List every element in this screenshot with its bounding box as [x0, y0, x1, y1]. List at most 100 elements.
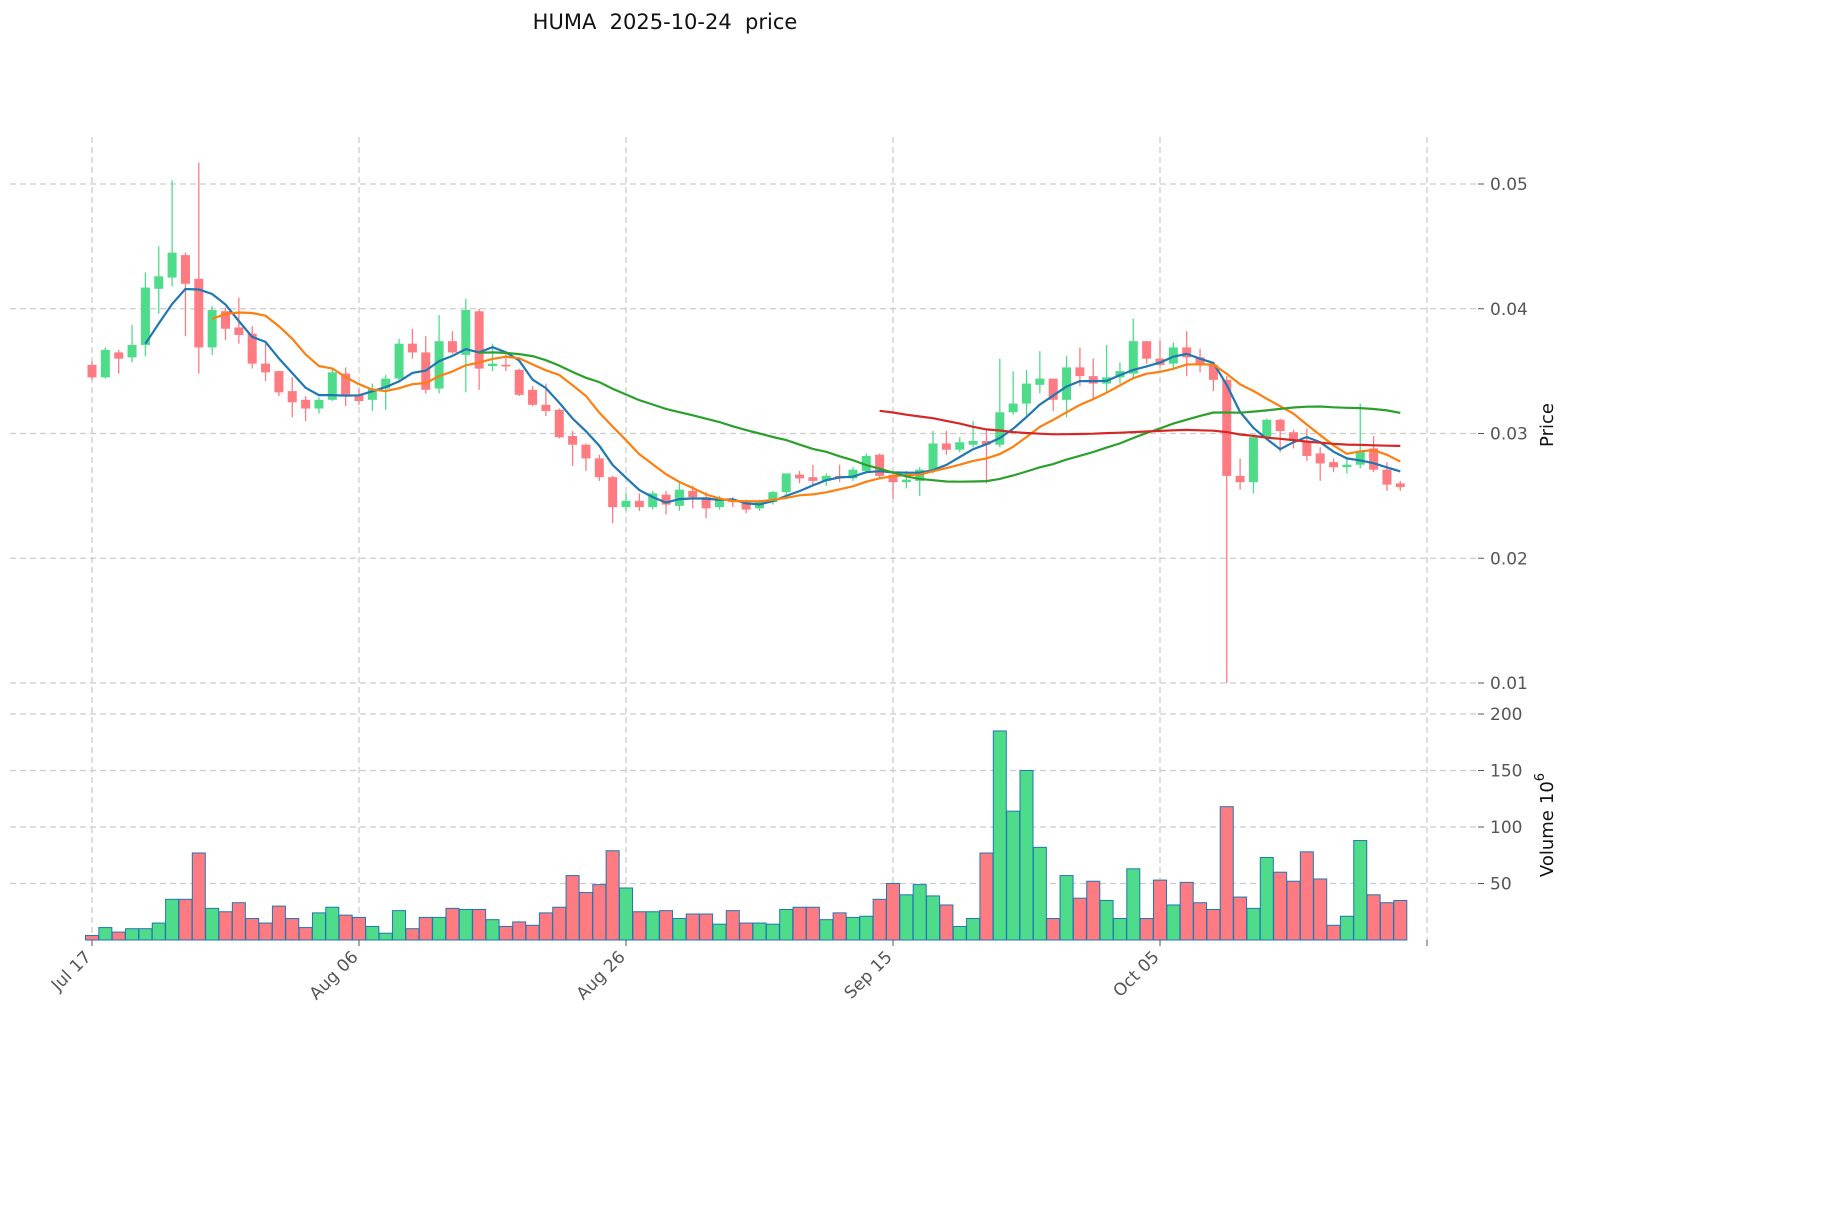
- volume-bar: [1112, 918, 1127, 941]
- volume-bar: [832, 912, 847, 941]
- candle-body: [981, 440, 991, 445]
- volume-bar: [365, 925, 380, 941]
- volume-bar: [125, 928, 140, 941]
- candle-body: [1222, 379, 1232, 476]
- volume-bar: [1139, 918, 1154, 941]
- volume-axis-label: Volume106: [1533, 773, 1558, 877]
- candle-body: [1008, 403, 1018, 413]
- volume-tick-label: 50: [1490, 875, 1512, 895]
- price-tick-label: 0.05: [1490, 175, 1528, 195]
- ma30-line: [479, 351, 1401, 483]
- volume-bar: [538, 912, 553, 941]
- volume-bar: [405, 928, 420, 941]
- moving-averages: [144, 287, 1401, 506]
- volume-bar: [632, 911, 647, 941]
- volume-bar: [1273, 871, 1288, 941]
- volume-bar: [1059, 875, 1074, 941]
- candle-body: [461, 309, 471, 355]
- candle-body: [928, 443, 938, 470]
- volume-bar: [712, 923, 727, 941]
- volume-bar: [472, 908, 487, 941]
- volume-bar: [1393, 899, 1408, 941]
- candle-body: [634, 500, 644, 508]
- candle-body: [488, 363, 497, 367]
- candle-body: [274, 371, 284, 393]
- volume-bar: [672, 918, 687, 941]
- volume-bar: [378, 932, 393, 941]
- volume-bar: [1046, 918, 1061, 941]
- candle-body: [301, 399, 311, 409]
- candle-body: [608, 477, 618, 508]
- candle-body: [1022, 383, 1031, 404]
- candle-body: [194, 278, 204, 348]
- volume-bar: [605, 850, 620, 941]
- volume-bar: [151, 922, 166, 941]
- volume-bar: [739, 922, 754, 941]
- candle-body: [941, 443, 951, 450]
- candle-body: [1262, 419, 1272, 438]
- candle-body: [1142, 341, 1152, 359]
- volume-bar: [725, 910, 740, 941]
- candle-body: [1342, 464, 1352, 468]
- volume-bar: [1353, 840, 1368, 941]
- candle-body: [1275, 419, 1285, 432]
- candle-body: [594, 458, 604, 478]
- candle-body: [1248, 437, 1258, 483]
- volume-bar: [271, 905, 286, 941]
- volume-bar: [1166, 904, 1181, 941]
- volume-bar: [245, 918, 260, 941]
- volume-bar: [752, 922, 767, 941]
- candle-body: [394, 343, 404, 379]
- candle-body: [354, 394, 364, 402]
- candle-body: [501, 364, 511, 367]
- volume-bar: [872, 898, 887, 941]
- volume-bar: [979, 852, 994, 941]
- candle-body: [261, 363, 271, 373]
- volume-bar: [418, 916, 433, 941]
- candle-body: [861, 455, 871, 471]
- ma5-line: [144, 287, 1401, 506]
- volume-tick-label: 100: [1490, 818, 1522, 838]
- candle-body: [367, 388, 377, 400]
- candle-body: [1235, 475, 1245, 483]
- x-tick-label: Aug 06: [306, 947, 363, 1004]
- volume-bar: [1206, 908, 1221, 941]
- candle-body: [1315, 453, 1325, 464]
- volume-bar: [1099, 899, 1114, 941]
- volume-bar: [899, 894, 914, 941]
- price-axis-label: Price: [1537, 403, 1558, 447]
- candle-body: [514, 369, 524, 395]
- volume-bar: [1153, 879, 1167, 941]
- volume-bar: [512, 921, 527, 941]
- candle-body: [114, 352, 124, 359]
- volume-bar: [458, 908, 473, 941]
- volume-bar: [859, 915, 874, 941]
- volume-bar: [178, 898, 193, 941]
- volume-bar: [645, 911, 660, 941]
- candle-body: [528, 389, 538, 405]
- price-tick-label: 0.03: [1490, 425, 1528, 445]
- candle-body: [100, 349, 110, 378]
- volume-bar: [445, 907, 460, 941]
- candle-body: [1329, 462, 1339, 468]
- volume-bar: [338, 914, 353, 941]
- volume-bar: [886, 883, 900, 941]
- volume-bar: [992, 730, 1007, 941]
- candle-body: [1062, 367, 1072, 400]
- candle-body: [808, 477, 818, 481]
- candle-body: [314, 399, 324, 409]
- volume-bar: [805, 906, 820, 941]
- candle-body: [1182, 347, 1192, 358]
- candle-body: [434, 341, 444, 389]
- candle-body: [581, 444, 591, 459]
- candle-body: [1302, 440, 1312, 456]
- candle-body: [247, 333, 257, 364]
- volume-bar: [578, 892, 593, 941]
- candle-body: [741, 502, 751, 510]
- volume-bar: [1339, 915, 1354, 941]
- volume-bar: [1193, 902, 1208, 941]
- volume-bar: [218, 911, 233, 941]
- volume-bar: [966, 918, 981, 941]
- candle-body: [1048, 378, 1058, 400]
- volume-bar: [659, 910, 674, 941]
